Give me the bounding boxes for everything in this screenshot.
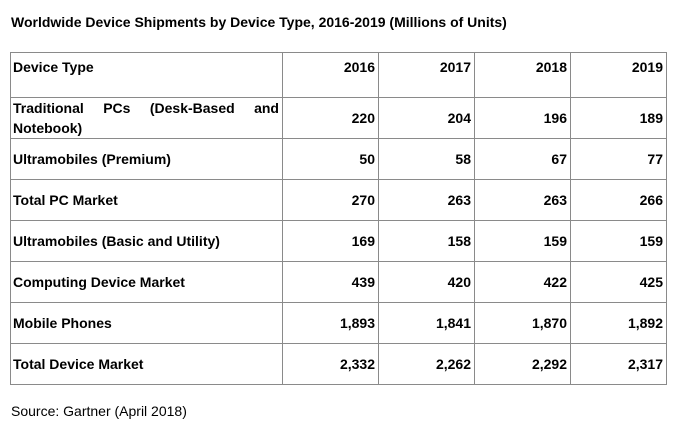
cell-2017: 158 — [378, 220, 475, 262]
cell-2017: 420 — [378, 261, 475, 303]
table-row: Total Device Market 2,332 2,262 2,292 2,… — [10, 343, 667, 385]
column-header-2017: 2017 — [378, 52, 475, 98]
cell-2016: 270 — [282, 179, 379, 221]
row-label: Total PC Market — [10, 179, 283, 221]
cell-2017: 58 — [378, 138, 475, 180]
table-row: Traditional PCs (Desk-Based and Notebook… — [10, 97, 667, 139]
column-header-2018: 2018 — [474, 52, 571, 98]
row-label: Total Device Market — [10, 343, 283, 385]
cell-2017: 2,262 — [378, 343, 475, 385]
shipments-table: Device Type 2016 2017 2018 2019 Traditio… — [10, 52, 667, 385]
cell-2016: 439 — [282, 261, 379, 303]
source-note: Source: Gartner (April 2018) — [11, 403, 187, 419]
cell-2018: 159 — [474, 220, 571, 262]
cell-2016: 2,332 — [282, 343, 379, 385]
cell-2018: 1,870 — [474, 302, 571, 344]
cell-2019: 266 — [570, 179, 667, 221]
cell-2019: 189 — [570, 97, 667, 139]
column-header-device-type: Device Type — [10, 52, 283, 98]
cell-2016: 220 — [282, 97, 379, 139]
row-label: Ultramobiles (Premium) — [10, 138, 283, 180]
cell-2018: 263 — [474, 179, 571, 221]
table-row: Mobile Phones 1,893 1,841 1,870 1,892 — [10, 302, 667, 344]
table-row: Total PC Market 270 263 263 266 — [10, 179, 667, 221]
row-label: Computing Device Market — [10, 261, 283, 303]
cell-2016: 50 — [282, 138, 379, 180]
cell-2018: 422 — [474, 261, 571, 303]
table-title: Worldwide Device Shipments by Device Typ… — [11, 14, 507, 30]
cell-2016: 1,893 — [282, 302, 379, 344]
cell-2017: 204 — [378, 97, 475, 139]
cell-2018: 67 — [474, 138, 571, 180]
cell-2019: 2,317 — [570, 343, 667, 385]
table-row: Computing Device Market 439 420 422 425 — [10, 261, 667, 303]
cell-2019: 425 — [570, 261, 667, 303]
column-header-2016: 2016 — [282, 52, 379, 98]
cell-2018: 2,292 — [474, 343, 571, 385]
cell-2019: 159 — [570, 220, 667, 262]
cell-2018: 196 — [474, 97, 571, 139]
table-row: Ultramobiles (Premium) 50 58 67 77 — [10, 138, 667, 180]
table-row: Ultramobiles (Basic and Utility) 169 158… — [10, 220, 667, 262]
cell-2017: 1,841 — [378, 302, 475, 344]
cell-2017: 263 — [378, 179, 475, 221]
table-header-row: Device Type 2016 2017 2018 2019 — [10, 52, 667, 98]
row-label: Traditional PCs (Desk-Based and Notebook… — [10, 97, 283, 139]
cell-2019: 77 — [570, 138, 667, 180]
column-header-2019: 2019 — [570, 52, 667, 98]
row-label: Ultramobiles (Basic and Utility) — [10, 220, 283, 262]
row-label: Mobile Phones — [10, 302, 283, 344]
cell-2019: 1,892 — [570, 302, 667, 344]
cell-2016: 169 — [282, 220, 379, 262]
